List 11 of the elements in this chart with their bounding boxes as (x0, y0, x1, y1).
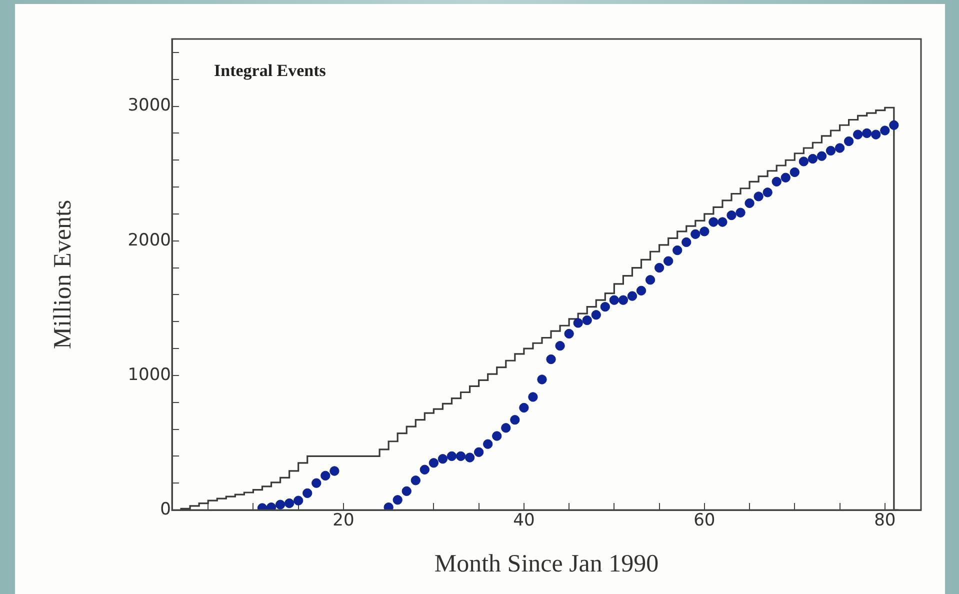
x-tick-label: 40 (513, 510, 535, 531)
x-tick-label: 20 (332, 510, 354, 531)
x-axis-title: Month Since Jan 1990 (434, 550, 659, 578)
y-tick-label: 2000 (128, 230, 171, 250)
y-tick-label: 1000 (128, 364, 171, 385)
y-tick-label: 0 (160, 499, 171, 520)
annotation: Integral Events (214, 60, 326, 80)
x-tick-label: 60 (694, 510, 716, 531)
y-tick-label: 3000 (128, 96, 171, 116)
x-tick-label: 80 (874, 510, 896, 531)
y-axis-title: Million Events (50, 200, 77, 350)
